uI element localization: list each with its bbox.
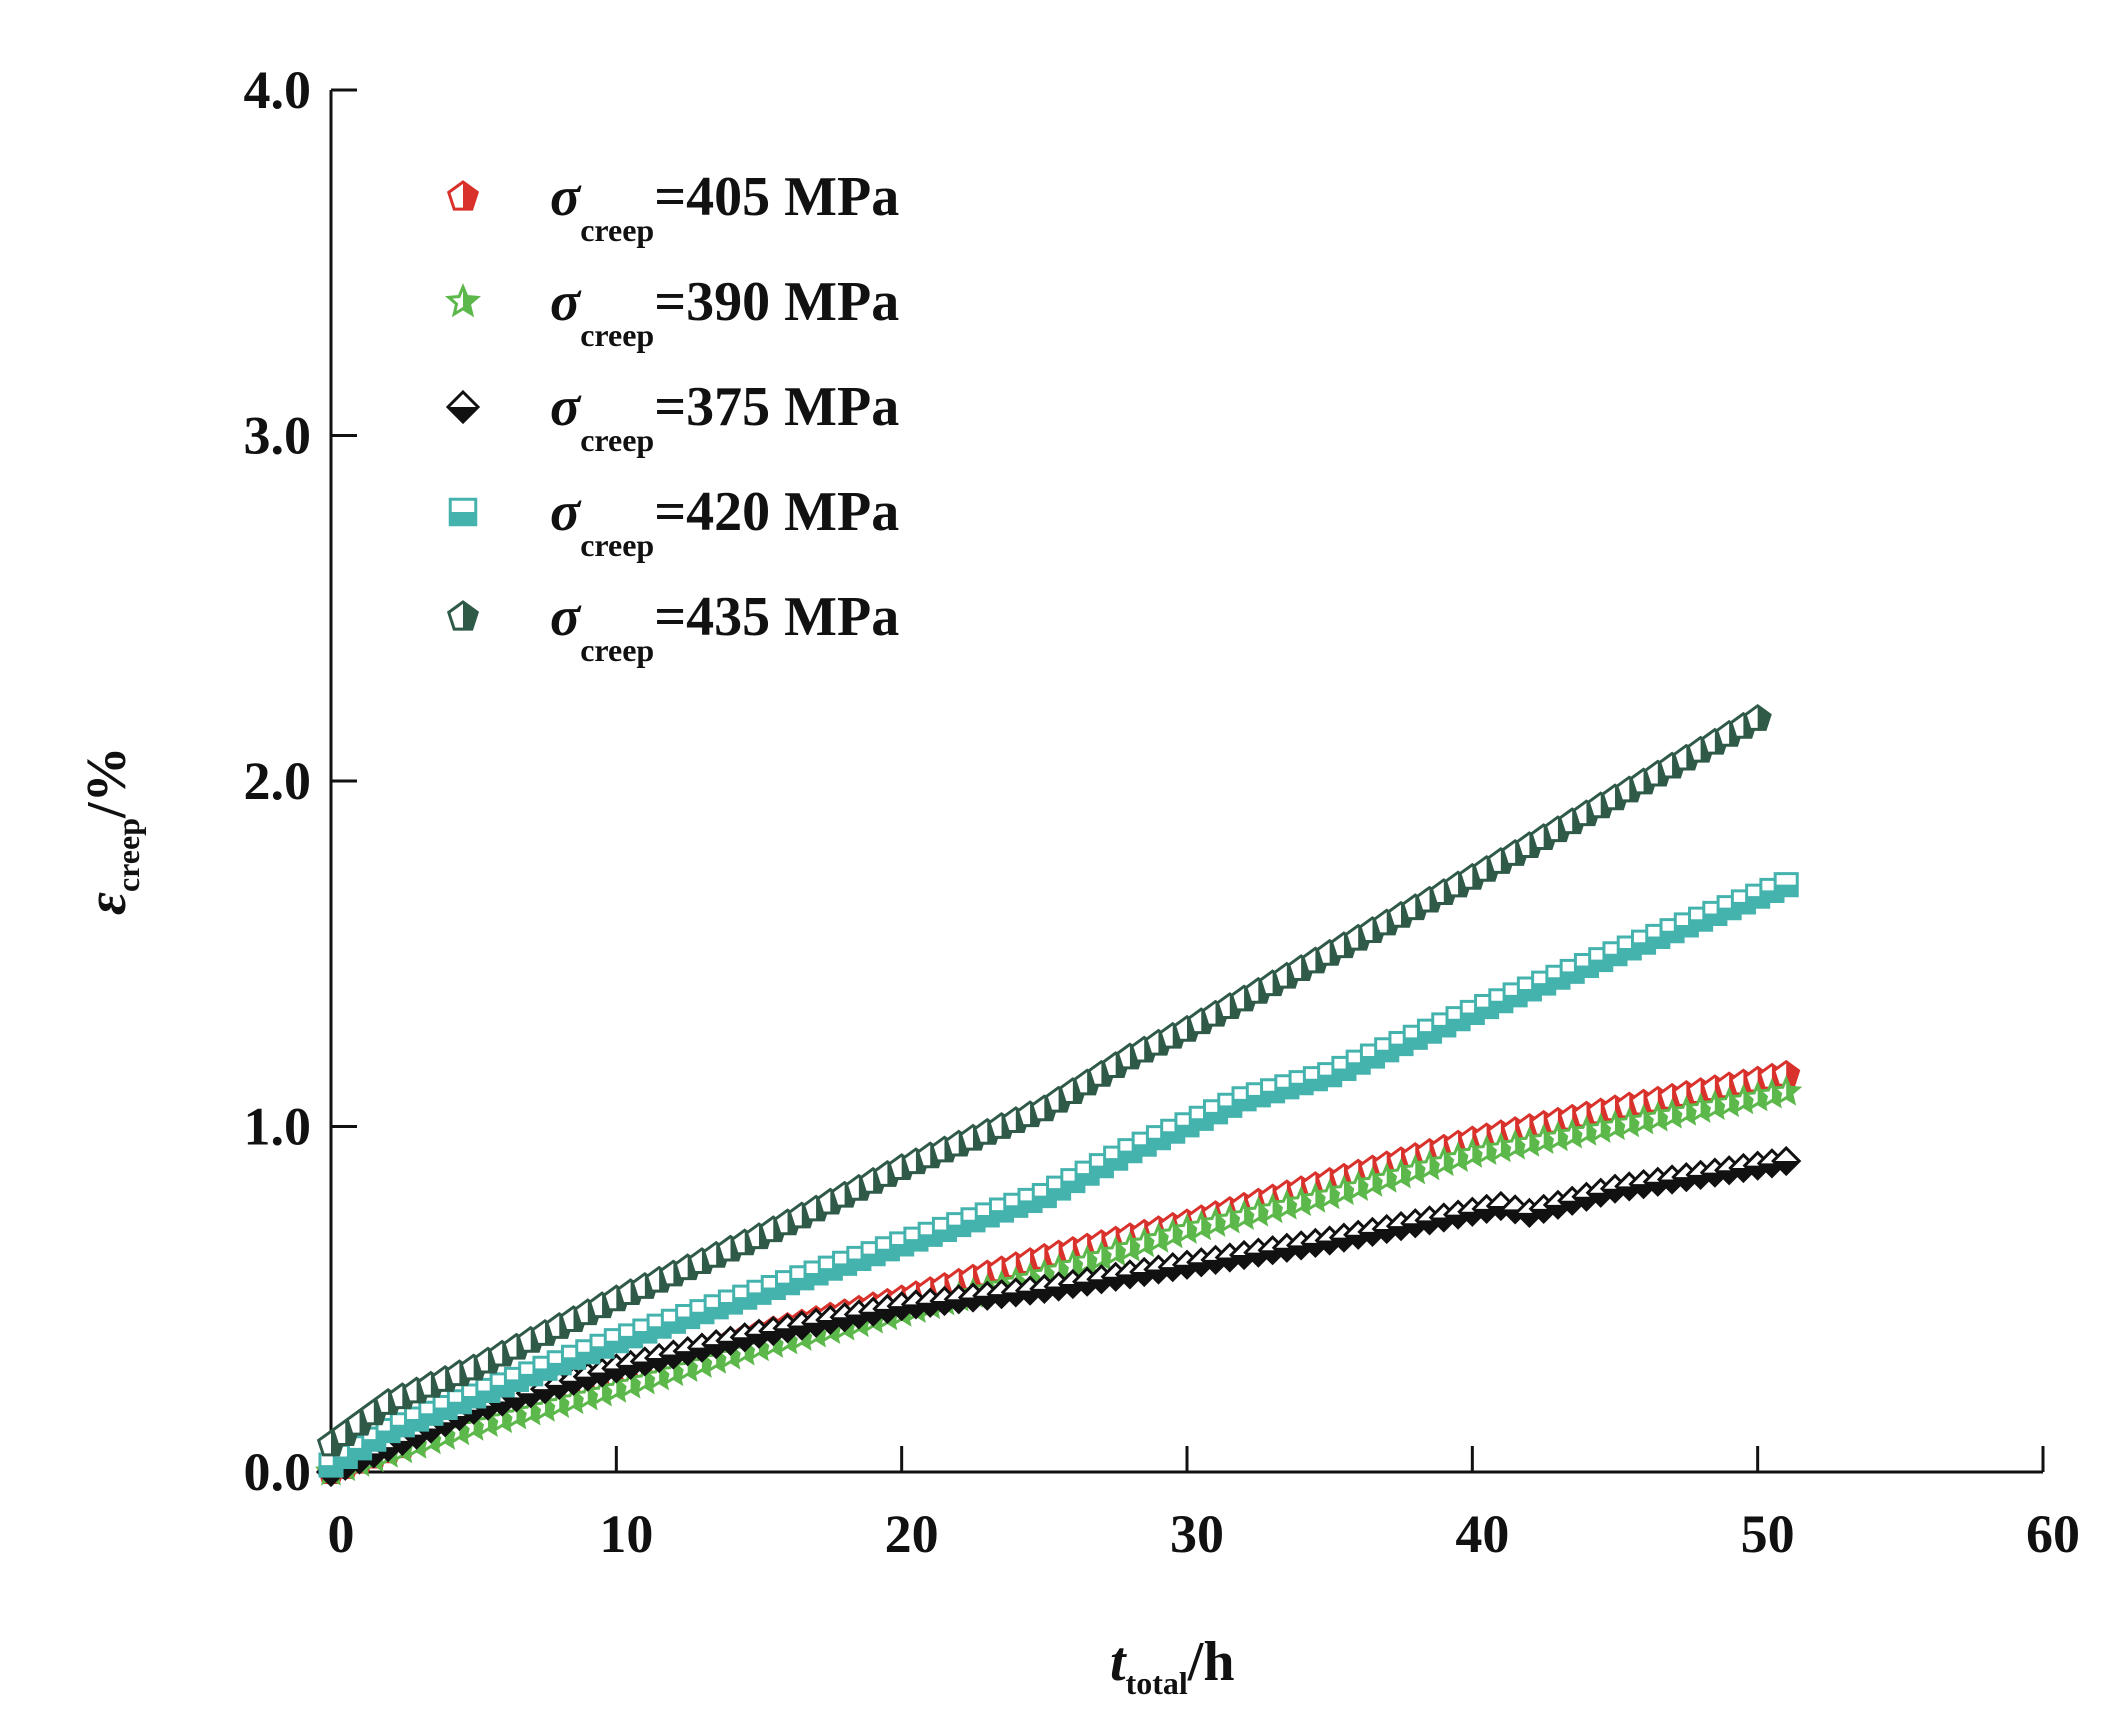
y-tick-label: 1.0 bbox=[244, 1097, 312, 1157]
series-435mpa bbox=[316, 703, 1772, 1457]
legend-marker bbox=[446, 180, 480, 211]
x-tick-label: 60 bbox=[2026, 1504, 2080, 1564]
x-tick-label: 50 bbox=[1741, 1504, 1795, 1564]
data-point bbox=[1772, 1059, 1801, 1087]
legend-value: =390 MPa bbox=[654, 271, 899, 333]
data-marks bbox=[314, 703, 1803, 1488]
legend-item: σcreep=390 MPa bbox=[445, 271, 899, 353]
legend-subscript: creep bbox=[580, 527, 654, 563]
x-tick-label: 0 bbox=[328, 1504, 355, 1564]
legend-symbol: σ bbox=[550, 271, 582, 333]
legend-label: σcreep=405 MPa bbox=[550, 166, 899, 248]
legend-item: σcreep=375 MPa bbox=[445, 376, 899, 458]
legend-symbol: σ bbox=[550, 481, 582, 543]
legend-value: =420 MPa bbox=[654, 481, 899, 543]
legend-subscript: creep bbox=[580, 632, 654, 668]
legend-subscript: creep bbox=[580, 317, 654, 353]
legend-label: σcreep=390 MPa bbox=[550, 271, 899, 353]
legend-label: σcreep=420 MPa bbox=[550, 481, 899, 563]
legend-subscript: creep bbox=[580, 212, 654, 248]
legend-label: σcreep=375 MPa bbox=[550, 376, 899, 458]
x-tick-label: 40 bbox=[1455, 1504, 1509, 1564]
data-point bbox=[1770, 1075, 1803, 1106]
legend-item: σcreep=420 MPa bbox=[448, 481, 899, 563]
x-tick-label: 10 bbox=[599, 1504, 653, 1564]
data-point bbox=[1743, 703, 1772, 731]
legend-marker bbox=[445, 283, 481, 318]
data-point bbox=[1060, 1168, 1086, 1194]
series-420mpa bbox=[318, 872, 1799, 1478]
legend-symbol: σ bbox=[550, 376, 582, 438]
legend-symbol: σ bbox=[550, 586, 582, 648]
legend-marker bbox=[445, 389, 481, 425]
legend-subscript: creep bbox=[580, 422, 654, 458]
y-tick-label: 4.0 bbox=[244, 60, 312, 120]
axes: 0 10 20 30 40 50 60 0.0 1.0 2.0 3.0 4.0 bbox=[244, 60, 2081, 1564]
legend-label: σcreep=435 MPa bbox=[550, 586, 899, 668]
y-tick-label: 0.0 bbox=[244, 1442, 312, 1502]
legend-value: =405 MPa bbox=[654, 166, 899, 228]
x-axis-label: ttotal/h bbox=[1110, 1631, 1234, 1701]
legend-marker bbox=[448, 497, 478, 527]
y-tick-label: 3.0 bbox=[244, 406, 312, 466]
legend-item: σcreep=435 MPa bbox=[446, 586, 899, 668]
legend-value: =435 MPa bbox=[654, 586, 899, 648]
legend-item: σcreep=405 MPa bbox=[446, 166, 899, 248]
legend-marker bbox=[446, 600, 480, 631]
legend-value: =375 MPa bbox=[654, 376, 899, 438]
x-tick-label: 20 bbox=[885, 1504, 939, 1564]
data-point bbox=[1773, 872, 1799, 898]
legend-symbol: σ bbox=[550, 166, 582, 228]
y-tick-label: 2.0 bbox=[244, 751, 312, 811]
data-point bbox=[1771, 1145, 1802, 1177]
y-axis-label: εcreep/% bbox=[76, 746, 146, 915]
x-tick-label: 30 bbox=[1170, 1504, 1224, 1564]
